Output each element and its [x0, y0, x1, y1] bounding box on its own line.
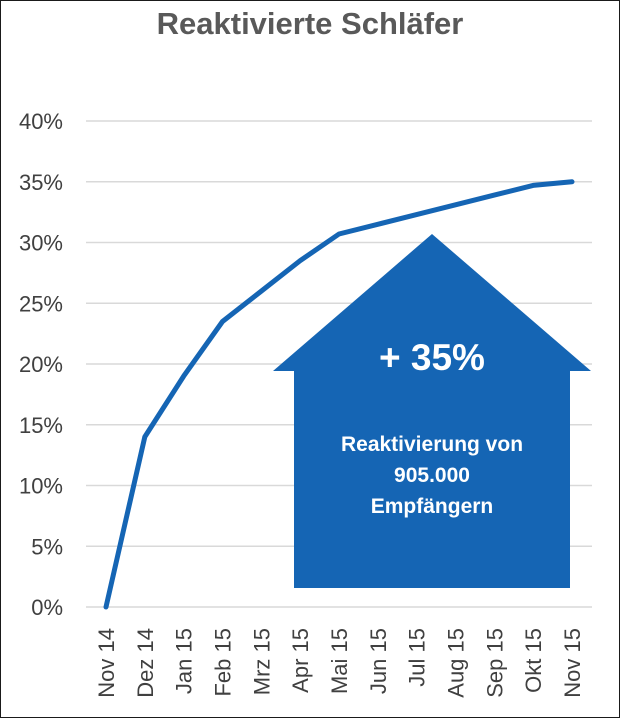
annotation-headline: + 35% [379, 337, 485, 378]
x-tick-label: Jan 15 [172, 628, 197, 694]
x-tick-label: Okt 15 [521, 628, 546, 693]
annotation-line-3: Empfängern [371, 495, 494, 518]
x-tick-label: Nov 15 [560, 628, 585, 698]
x-tick-label: Sep 15 [482, 628, 507, 698]
y-axis-tick-labels: 0% 5% 10% 15% 20% 25% 30% 35% 40% [19, 109, 63, 620]
annotation-line-2: 905.000 [394, 464, 470, 487]
y-tick-label: 30% [19, 231, 63, 256]
y-tick-label: 10% [19, 474, 63, 499]
y-tick-label: 0% [31, 595, 63, 620]
x-tick-label: Dez 14 [133, 628, 158, 698]
y-tick-label: 40% [19, 109, 63, 134]
x-tick-label: Nov 14 [94, 628, 119, 698]
x-tick-label: Mai 15 [327, 628, 352, 694]
annotation-arrow: + 35% Reaktivierung von 905.000 Empfänge… [273, 234, 591, 588]
chart-title: Reaktivierte Schläfer [156, 6, 464, 41]
x-tick-label: Apr 15 [288, 628, 313, 693]
y-tick-label: 15% [19, 413, 63, 438]
y-tick-label: 25% [19, 291, 63, 316]
y-tick-label: 20% [19, 352, 63, 377]
x-tick-label: Mrz 15 [249, 628, 274, 695]
x-tick-label: Aug 15 [443, 628, 468, 698]
y-tick-label: 5% [31, 534, 63, 559]
annotation-line-1: Reaktivierung von [341, 433, 523, 456]
x-tick-label: Jun 15 [366, 628, 391, 694]
x-tick-label: Jul 15 [405, 628, 430, 687]
series-layer [103, 179, 575, 610]
y-tick-label: 35% [19, 170, 63, 195]
annotation-arrow-shape [273, 234, 591, 588]
x-tick-label: Feb 15 [210, 628, 235, 697]
x-axis-tick-labels: Nov 14 Dez 14 Jan 15 Feb 15 Mrz 15 Apr 15 Mai … [94, 628, 585, 698]
